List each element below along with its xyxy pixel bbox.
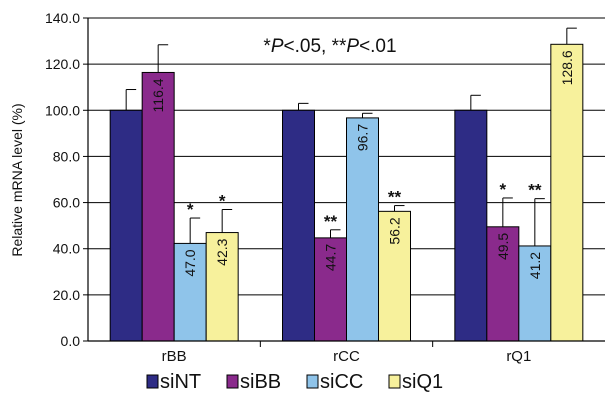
legend-item-siCC: siCC [306,371,363,393]
axes [87,18,605,347]
annotation-text: <.05, ** [284,36,347,57]
error-bar-siCC-rBB [189,217,201,244]
significance-marks: * ***** * ** [187,180,542,231]
y-tick-label: 120.0 [45,56,80,72]
bar-siNT-rCC [282,109,315,342]
x-category-label: rQ1 [506,348,531,365]
y-axis-ticks: 0.0 20.0 40.0 60.0 80.0 100.0 120.0 140.0 [45,10,88,349]
y-tick-label: 140.0 [45,10,80,26]
annotation-p-symbol: P [346,36,359,57]
error-bar-siBB-rBB [157,44,169,73]
y-tick-label: 20.0 [53,287,80,303]
legend-swatch [388,374,401,389]
significance-mark-siCC-rQ1: ** [528,181,542,200]
error-bar-siBB-rQ1 [502,197,513,227]
significance-mark-siCC-rBB: * [187,200,194,219]
data-label-siBB-rQ1: 49.5 [495,233,511,260]
error-bar-siQ1-rBB [221,208,233,233]
y-tick-label: 80.0 [53,148,80,164]
legend-item-siQ1: siQ1 [388,371,443,393]
legend-item-siBB: siBB [226,371,281,393]
error-bar-siCC-rQ1 [534,198,545,246]
y-tick-label: 60.0 [53,195,80,211]
significance-annotation: *P<.05, **P<.01 [263,36,396,57]
y-axis-label: Relative mRNA level (%) [9,103,25,256]
error-bar-siNT-rBB [125,89,137,111]
data-label-siBB-rCC: 44.7 [323,244,339,271]
y-tick-label: 40.0 [53,241,80,257]
data-label-siBB-rBB: 116.4 [150,78,166,112]
error-bar-siNT-rQ1 [470,94,481,111]
legend-label: siQ1 [402,371,443,393]
legend: siNT siBB siCC siQ1 [146,371,443,393]
significance-mark-siBB-rQ1: * [500,180,507,199]
legend-label: siBB [240,371,281,393]
data-label-siQ1-rCC: 56.2 [387,217,403,244]
x-category-label: rCC [333,348,360,365]
error-bars [125,27,577,246]
legend-swatch [146,374,159,389]
bar-siQ1-rCC [378,210,411,342]
error-bar-siNT-rCC [298,102,309,111]
data-label-siCC-rBB: 47.0 [182,249,198,276]
bar-siCC-rCC [346,117,379,342]
error-bar-siCC-rCC [362,112,373,118]
legend-label: siNT [160,371,201,393]
bars [109,43,584,342]
data-label-siCC-rQ1: 41.2 [527,252,543,279]
legend-item-siNT: siNT [146,371,201,393]
x-category-label: rBB [162,348,187,365]
y-tick-label: 0.0 [61,333,81,349]
annotation-text: * [263,36,271,57]
bar-siNT-rQ1 [454,109,488,342]
error-bar-siQ1-rQ1 [566,27,577,45]
data-label-siQ1-rQ1: 128.6 [559,50,575,85]
bar-siNT-rBB [109,109,143,342]
data-label-siCC-rCC: 96.7 [355,124,371,151]
error-bar-siQ1-rCC [394,205,405,212]
legend-label: siCC [320,371,363,393]
y-tick-label: 100.0 [45,102,80,118]
legend-swatch [306,374,319,389]
bar-siQ1-rQ1 [550,43,584,342]
x-axis-categories: rBB rCC rQ1 [162,348,532,365]
significance-mark-siQ1-rCC: ** [388,188,402,207]
error-bar-siBB-rCC [330,229,341,238]
legend-swatch [226,374,239,389]
data-labels: 116.4 47.0 42.3 44.7 96.7 56.2 49.5 41.2 128.6 [150,50,575,279]
annotation-text: <.01 [359,36,397,57]
annotation-p-symbol: P [271,36,284,57]
significance-mark-siBB-rCC: ** [324,212,338,231]
significance-mark-siQ1-rBB: * [219,191,226,210]
data-label-siQ1-rBB: 42.3 [214,238,230,265]
